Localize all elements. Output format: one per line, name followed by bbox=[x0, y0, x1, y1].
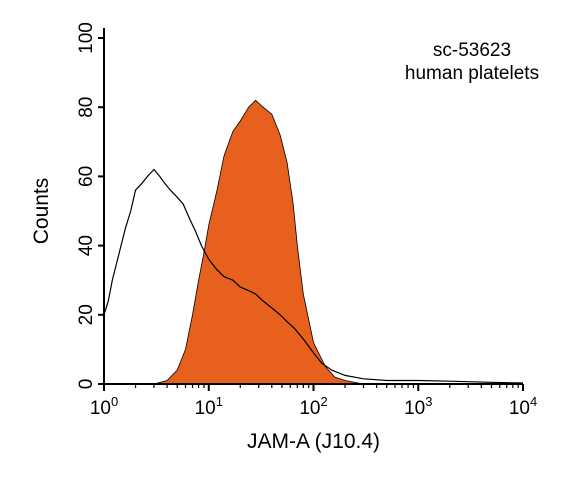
y-tick-label: 0 bbox=[76, 379, 97, 390]
y-tick-label: 60 bbox=[76, 166, 97, 187]
annotation-label: sc-53623 bbox=[433, 40, 511, 61]
x-axis-title: JAM-A (J10.4) bbox=[247, 430, 380, 453]
y-axis-title: Counts bbox=[30, 178, 53, 245]
annotation-label: human platelets bbox=[405, 63, 539, 84]
y-tick-label: 20 bbox=[76, 304, 97, 325]
x-tick-label: 104 bbox=[509, 394, 537, 419]
x-tick-label: 100 bbox=[90, 394, 118, 419]
y-tick-label: 40 bbox=[76, 235, 97, 256]
x-tick-label: 102 bbox=[299, 394, 327, 419]
y-tick-label: 100 bbox=[76, 22, 97, 54]
series-outline-histogram bbox=[103, 168, 524, 384]
series-filled-histogram bbox=[153, 99, 364, 385]
x-tick-label: 101 bbox=[195, 394, 223, 419]
y-tick-label: 80 bbox=[76, 97, 97, 118]
x-tick-label: 103 bbox=[404, 394, 432, 419]
